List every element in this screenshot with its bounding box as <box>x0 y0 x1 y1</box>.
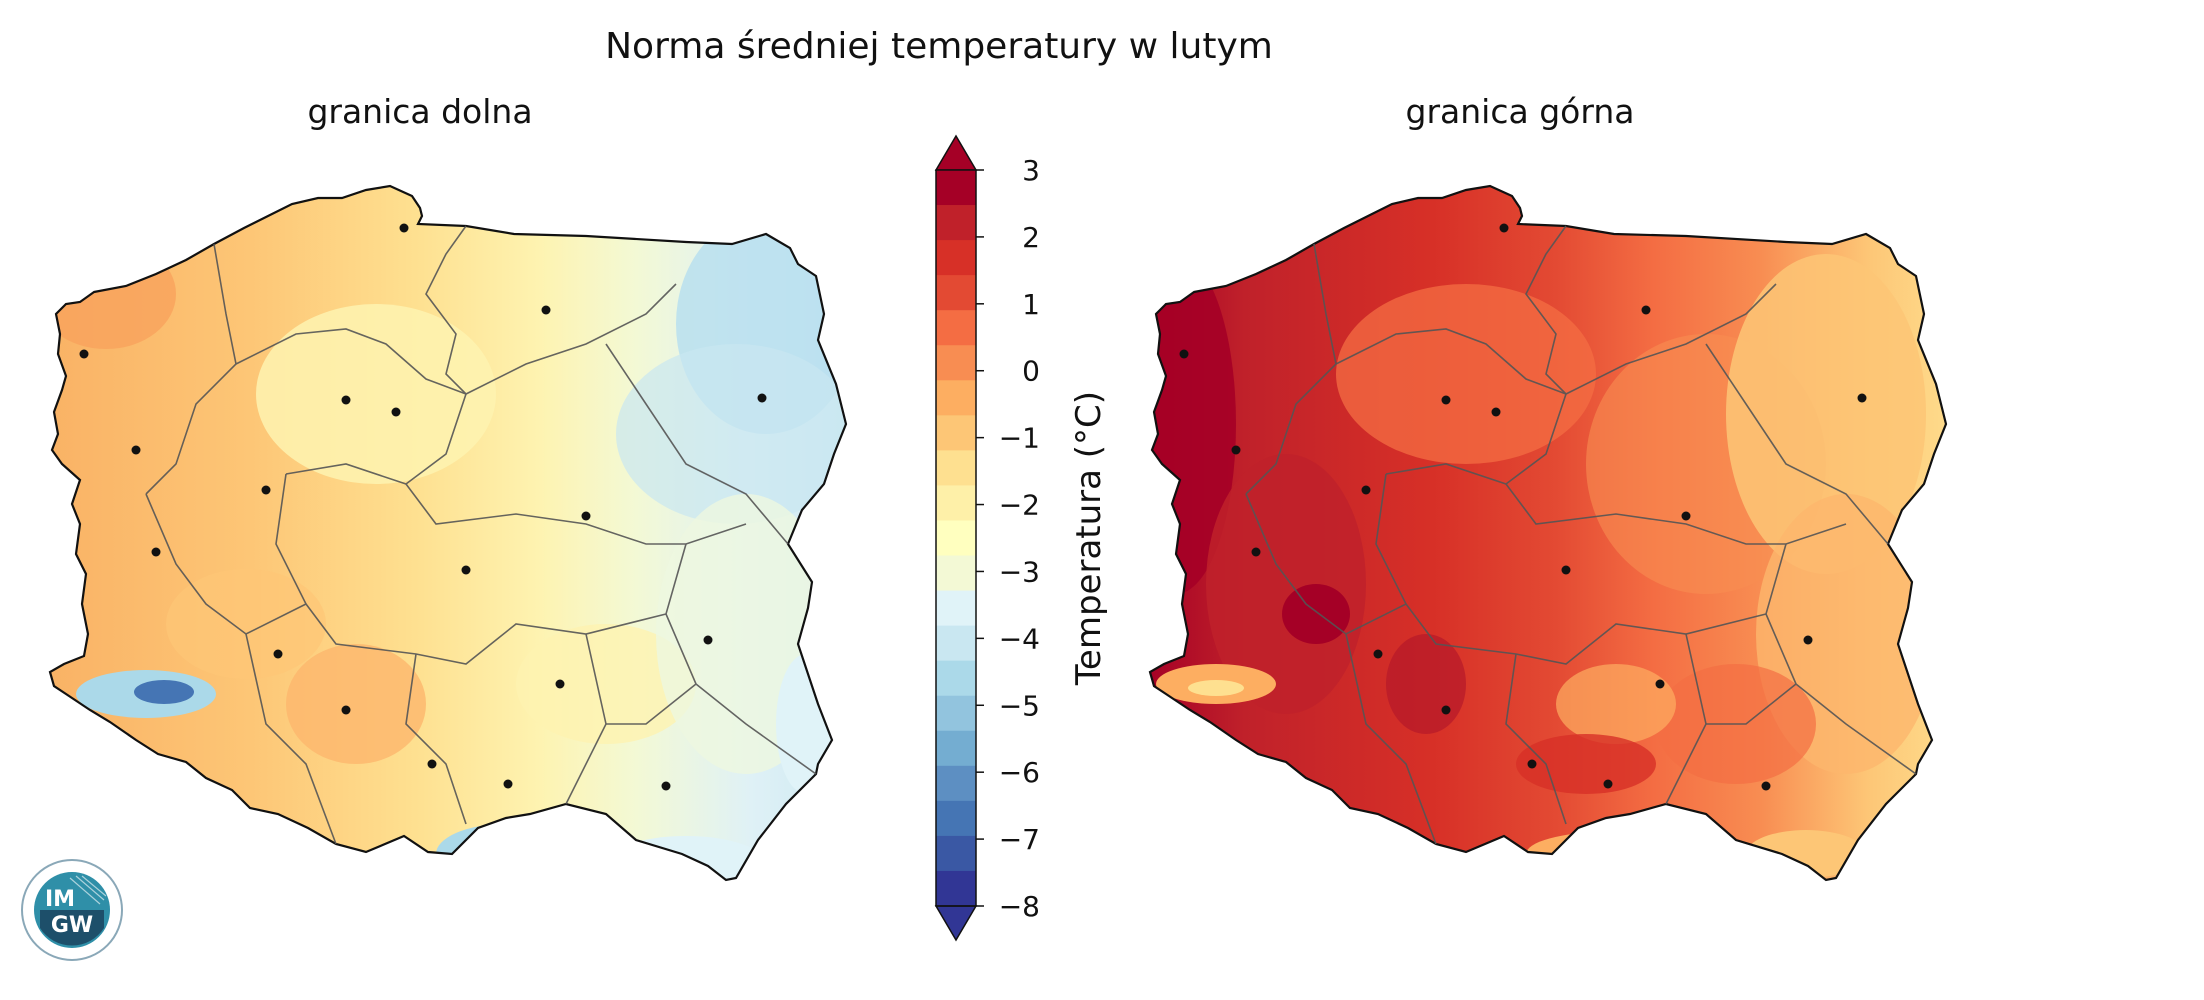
colorbar-swatch <box>936 660 976 697</box>
colorbar-swatch <box>936 170 976 206</box>
colorbar-tick-label: −5 <box>999 689 1040 722</box>
colorbar-swatch <box>936 310 976 346</box>
colorbar-swatch <box>936 380 976 416</box>
imgw-logo: IM GW <box>21 859 123 961</box>
right-panel-subtitle: granica górna <box>1405 92 1635 131</box>
colorbar-tick-label: −7 <box>999 823 1040 856</box>
colorbar-extend-bottom <box>934 905 978 942</box>
colorbar-tick-label: 2 <box>1022 221 1040 254</box>
colorbar-tick-label: 1 <box>1022 288 1040 321</box>
colorbar-outline <box>935 169 977 907</box>
colorbar-swatch <box>936 590 976 627</box>
figure-title: Norma średniej temperatury w lutym <box>605 26 1273 67</box>
colorbar-swatch <box>936 240 976 276</box>
colorbar-swatch <box>936 730 976 767</box>
colorbar-swatch <box>936 625 976 662</box>
left-panel-subtitle: granica dolna <box>307 92 533 131</box>
colorbar-extend-top <box>934 134 978 171</box>
colorbar-tick-label: −1 <box>999 422 1040 455</box>
colorbar-swatch <box>936 520 976 557</box>
colorbar-tick-label: −4 <box>999 622 1040 655</box>
colorbar-swatch <box>936 765 976 802</box>
right-map <box>1148 184 1948 882</box>
colorbar-swatch <box>936 555 976 592</box>
colorbar: 3 2 1 0 −1 −2 −3 −4 −5 −6 −7 −8 Temperatura (°C) <box>934 134 1109 942</box>
colorbar-swatch <box>936 800 976 837</box>
colorbar-swatch <box>936 695 976 732</box>
logo-text-top: IM <box>45 887 75 912</box>
colorbar-tick-label: 3 <box>1022 154 1040 187</box>
left-map <box>48 184 848 882</box>
colorbar-swatch <box>936 870 976 907</box>
colorbar-swatch <box>936 205 976 241</box>
colorbar-swatch <box>936 450 976 487</box>
colorbar-swatch <box>936 275 976 311</box>
colorbar-label: Temperatura (°C) <box>1069 391 1109 686</box>
colorbar-tick-label: −6 <box>999 756 1040 789</box>
colorbar-swatch <box>936 345 976 381</box>
colorbar-tick-label: 0 <box>1022 355 1040 388</box>
colorbar-tick-label: −8 <box>999 890 1040 923</box>
colorbar-swatch <box>936 835 976 872</box>
colorbar-swatch <box>936 485 976 522</box>
colorbar-tick-label: −3 <box>999 555 1040 588</box>
logo-text-bottom: GW <box>51 913 93 938</box>
colorbar-tick-label: −2 <box>999 489 1040 522</box>
colorbar-swatch <box>936 415 976 451</box>
